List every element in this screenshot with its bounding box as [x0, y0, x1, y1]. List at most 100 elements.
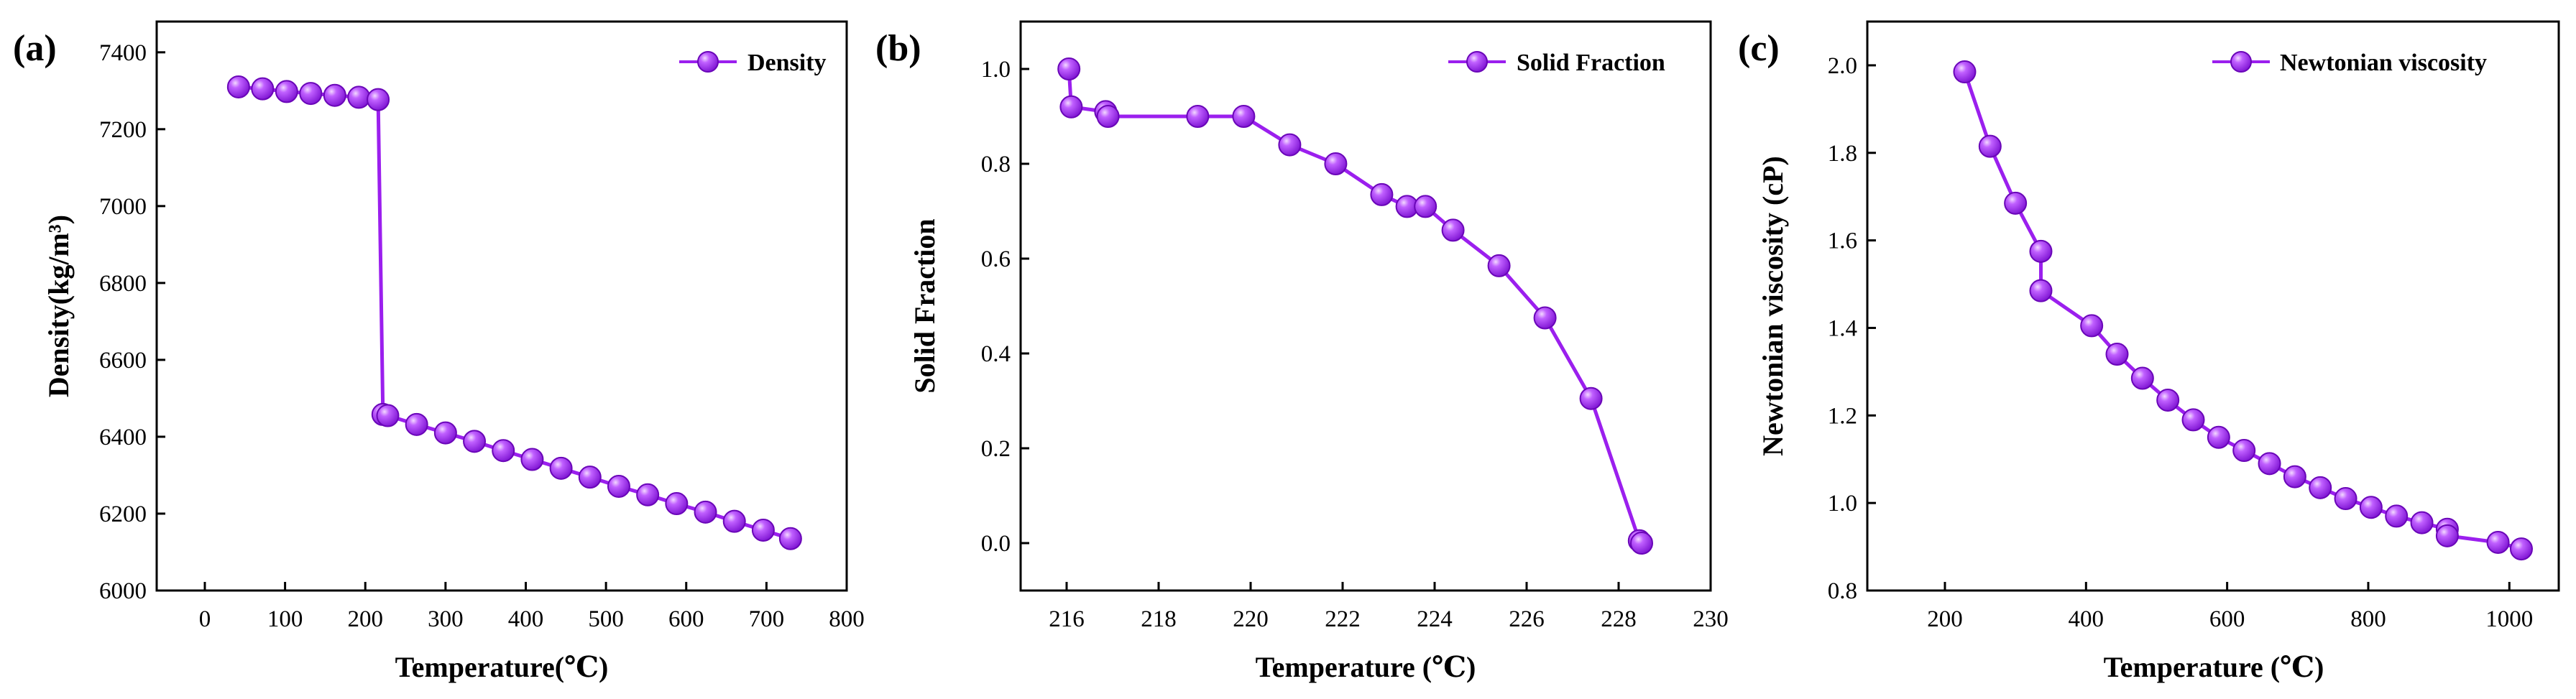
x-tick-label: 800 — [829, 606, 865, 632]
x-ticks: 216 218 220 222 224 226 228 230 — [1049, 582, 1729, 632]
x-tick-label: 100 — [267, 606, 303, 632]
data-point — [2410, 511, 2434, 534]
legend: Solid Fraction — [1448, 50, 1665, 76]
panel-c: (c) 200 400 600 800 1000 0.8 1.0 1.2 1.4 1.6 1.8 2… — [1738, 20, 2560, 683]
data-point — [2385, 504, 2409, 528]
data-point — [1579, 386, 1603, 410]
x-tick-label: 200 — [347, 606, 383, 632]
data-point — [1370, 182, 1394, 206]
x-tick-label: 1000 — [2485, 606, 2533, 632]
y-tick-label: 6800 — [99, 271, 147, 297]
data-point — [226, 75, 250, 98]
y-axis-title: Solid Fraction — [908, 218, 941, 393]
y-tick-label: 1.8 — [1828, 141, 1857, 167]
panel-label: (c) — [1738, 28, 1780, 69]
data-point — [492, 439, 515, 463]
data-point — [1278, 133, 1302, 157]
x-ticks: 0 100 200 300 400 500 600 700 800 — [199, 582, 865, 632]
data-point — [2029, 239, 2053, 263]
x-axis-title: Temperature (℃) — [2104, 651, 2324, 683]
x-tick-label: 222 — [1325, 606, 1361, 632]
data-point — [2509, 537, 2533, 561]
data-point — [1232, 105, 1256, 128]
data-point — [1441, 218, 1465, 242]
x-tick-label: 600 — [668, 606, 704, 632]
data-point — [665, 492, 689, 516]
y-tick-label: 7200 — [99, 117, 147, 143]
data-point — [2435, 524, 2459, 547]
y-tick-label: 7000 — [99, 194, 147, 220]
data-point — [607, 474, 630, 498]
plot-frame — [155, 20, 848, 592]
data-point — [275, 80, 298, 103]
y-axis-title: Newtonian viscosity (cP) — [1757, 156, 1789, 456]
x-tick-label: 300 — [428, 606, 464, 632]
y-ticks: 0.8 1.0 1.2 1.4 1.6 1.8 2.0 — [1828, 53, 1876, 604]
data-point — [1186, 105, 1210, 128]
x-tick-label: 200 — [1927, 606, 1963, 632]
x-axis-title: Temperature (℃) — [1256, 651, 1476, 683]
data-point — [1324, 152, 1348, 175]
y-tick-label: 1.6 — [1828, 228, 1857, 254]
data-point — [578, 466, 602, 489]
y-tick-label: 6000 — [99, 578, 147, 604]
data-point — [1630, 532, 1653, 555]
data-point — [2207, 425, 2230, 449]
legend: Density — [679, 50, 827, 76]
panel-a: (a) 0 100 200 300 400 500 600 700 800 6000 6200 64… — [13, 20, 865, 683]
x-tick-label: 400 — [2069, 606, 2104, 632]
panel-label: (b) — [875, 28, 921, 69]
series-line — [1067, 68, 1643, 545]
data-point — [2486, 530, 2510, 554]
series-layer — [226, 75, 802, 550]
x-tick-label: 230 — [1693, 606, 1729, 632]
plot-frame — [1866, 20, 2560, 592]
y-axis-title: Density(kg/m³) — [42, 215, 75, 397]
x-tick-label: 228 — [1601, 606, 1637, 632]
data-point — [694, 500, 717, 524]
x-tick-label: 800 — [2350, 606, 2386, 632]
y-tick-label: 7400 — [99, 40, 147, 66]
y-ticks: 6000 6200 6400 6600 6800 7000 7200 7400 — [99, 40, 165, 604]
y-tick-label: 6400 — [99, 425, 147, 450]
series-layer — [1953, 60, 2533, 561]
series-layer — [1057, 57, 1653, 555]
x-tick-label: 220 — [1233, 606, 1269, 632]
legend-marker — [2230, 51, 2252, 73]
y-tick-label: 6200 — [99, 501, 147, 527]
data-point — [376, 404, 400, 427]
y-tick-label: 0.6 — [981, 246, 1011, 272]
data-point — [347, 85, 371, 109]
data-point — [2156, 388, 2180, 412]
y-tick-label: 1.4 — [1828, 315, 1857, 341]
panel-label: (a) — [13, 28, 57, 69]
data-point — [778, 527, 802, 550]
data-point — [367, 88, 390, 111]
data-point — [2105, 343, 2129, 366]
y-tick-label: 0.0 — [981, 531, 1011, 557]
x-tick-label: 600 — [2209, 606, 2245, 632]
legend-marker — [1466, 51, 1488, 73]
series-line — [1963, 71, 2522, 551]
y-tick-label: 2.0 — [1828, 53, 1857, 79]
legend-marker — [697, 51, 719, 73]
data-point — [463, 430, 487, 453]
data-point — [1059, 95, 1083, 119]
data-point — [722, 509, 746, 533]
legend-label: Newtonian viscosity — [2280, 50, 2487, 76]
data-point — [1096, 105, 1120, 128]
data-point — [2232, 439, 2256, 463]
y-tick-label: 1.0 — [981, 57, 1011, 83]
x-tick-label: 226 — [1509, 606, 1545, 632]
data-point — [433, 421, 457, 445]
data-point — [2004, 191, 2028, 215]
y-tick-label: 0.8 — [981, 152, 1011, 177]
y-tick-label: 0.4 — [981, 341, 1011, 367]
panel-b: (b) 216 218 220 222 224 226 228 230 0.00.20.40.… — [875, 20, 1729, 683]
data-point — [636, 483, 660, 506]
legend-label: Solid Fraction — [1517, 50, 1665, 76]
data-point — [1414, 195, 1438, 218]
data-point — [1057, 57, 1081, 80]
y-tick-label: 0.8 — [1828, 578, 1857, 604]
